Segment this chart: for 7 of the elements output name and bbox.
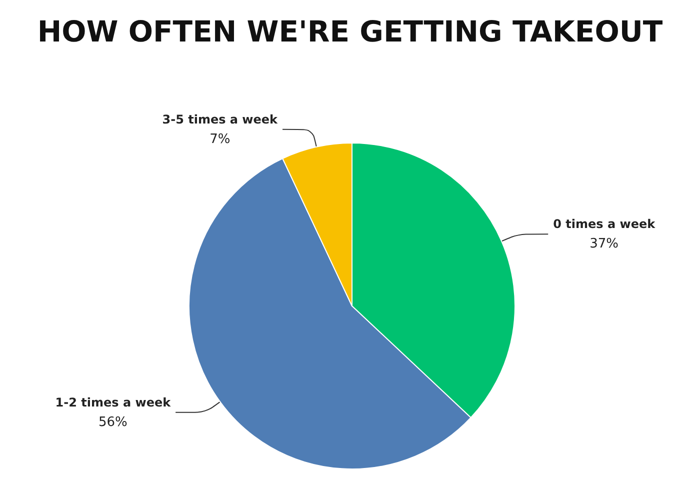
data-label: 56%	[98, 414, 128, 430]
slice-label: 1-2 times a week	[55, 395, 172, 410]
data-label: 7%	[210, 132, 230, 147]
slice-label: 3-5 times a week	[162, 112, 279, 126]
chart-title: HOW OFTEN WE'RE GETTING TAKEOUT	[37, 14, 663, 48]
slice-label: 0 times a week	[553, 217, 656, 232]
data-label: 37%	[590, 236, 619, 252]
